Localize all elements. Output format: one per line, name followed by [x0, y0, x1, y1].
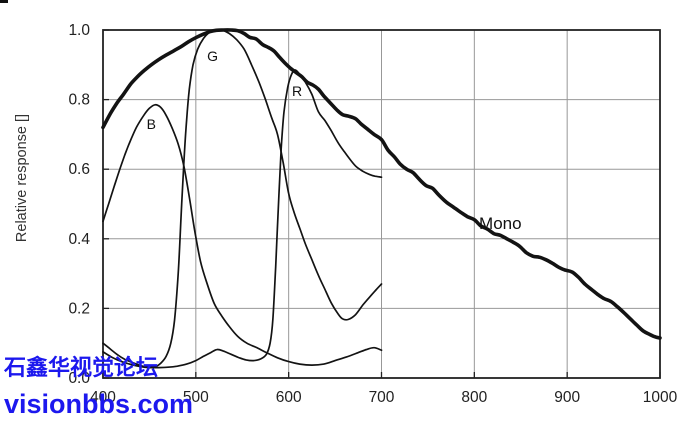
x-tick-label: 700: [369, 389, 395, 406]
y-tick-label: 0.2: [68, 300, 90, 317]
y-tick-label: 0.4: [68, 231, 90, 248]
curve-label-b: B: [147, 116, 156, 132]
x-tick-label: 900: [554, 389, 580, 406]
curve-b: [102, 103, 383, 366]
curve-label-mono: Mono: [479, 214, 522, 233]
y-tick-label: 1.0: [68, 22, 90, 39]
y-tick-label: 0.0: [68, 370, 90, 387]
x-tick-label: 1000: [643, 389, 678, 406]
x-tick-label: 800: [461, 389, 487, 406]
curve-r: [102, 69, 383, 369]
curve-g: [102, 28, 383, 369]
x-tick-label: 400: [90, 389, 116, 406]
corner-artifact: [0, 0, 8, 3]
y-axis-title: Relative response []: [14, 114, 30, 242]
curve-label-g: G: [207, 48, 218, 64]
curve-label-r: R: [292, 83, 302, 99]
y-tick-label: 0.6: [68, 161, 90, 178]
y-tick-label: 0.8: [68, 92, 90, 109]
x-tick-label: 500: [183, 389, 209, 406]
curve-mono: [101, 28, 662, 340]
x-tick-label: 600: [276, 389, 302, 406]
